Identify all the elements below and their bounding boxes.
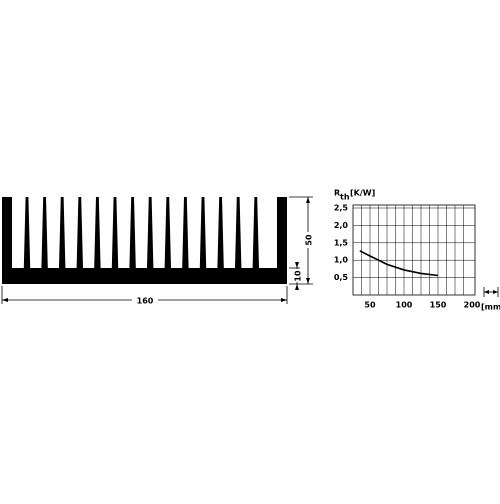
x-tick-label: 150 <box>430 301 447 310</box>
heatsink-shape <box>2 197 287 284</box>
x-axis-unit: [mm] <box>481 303 500 312</box>
y-tick-label: 1,5 <box>334 238 349 247</box>
base-label: 10 <box>294 270 303 282</box>
x-tick-label: 100 <box>396 301 413 310</box>
y-axis-unit: [K/W] <box>350 189 375 198</box>
y-tick-label: 2,0 <box>334 221 349 230</box>
y-tick-label: 0,5 <box>334 273 349 282</box>
x-tick-label: 200 <box>464 301 481 310</box>
rth-chart: 0,5 1,0 1,5 2,0 2,5 50 100 150 200 <box>334 204 481 310</box>
rth-curve <box>359 250 439 277</box>
height-label: 50 <box>305 234 314 246</box>
y-tick-label: 1,0 <box>334 256 349 265</box>
x-tick-label: 50 <box>364 301 376 310</box>
y-axis-label-sub: th <box>340 193 350 202</box>
heatsink-profile <box>2 197 287 284</box>
y-axis-label: R <box>334 189 340 198</box>
y-tick-label: 2,5 <box>334 204 349 213</box>
dimension-lines <box>1 196 313 304</box>
plot-frame <box>352 204 476 296</box>
width-label: 160 <box>137 297 154 306</box>
length-symbol <box>483 287 499 297</box>
